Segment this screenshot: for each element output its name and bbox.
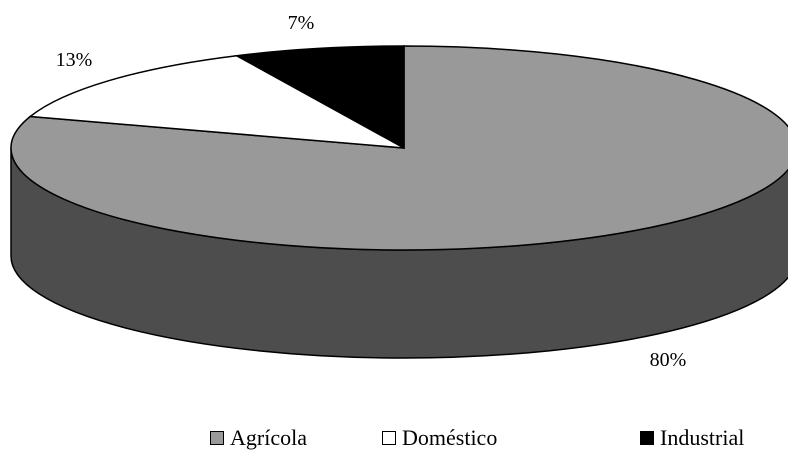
data-label-industrial: 7% [288, 12, 315, 34]
legend-swatch-industrial [640, 431, 654, 445]
legend-item-domestico: Doméstico [382, 424, 497, 452]
legend-item-agricola: Agrícola [210, 424, 307, 452]
legend-swatch-agricola [210, 431, 224, 445]
pie-chart: 80% 13% 7% [10, 12, 788, 371]
legend-label-domestico: Doméstico [402, 425, 498, 450]
data-label-domestico: 13% [56, 49, 93, 71]
pie-slice-industrial [234, 45, 405, 150]
legend: Agrícola Doméstico Industrial [0, 424, 788, 452]
pie-slice-domestico [28, 54, 405, 149]
legend-label-industrial: Industrial [660, 425, 745, 450]
legend-item-industrial: Industrial [640, 424, 744, 452]
legend-label-agricola: Agrícola [230, 425, 307, 450]
legend-swatch-domestico [382, 431, 396, 445]
data-label-agricola: 80% [650, 349, 687, 371]
